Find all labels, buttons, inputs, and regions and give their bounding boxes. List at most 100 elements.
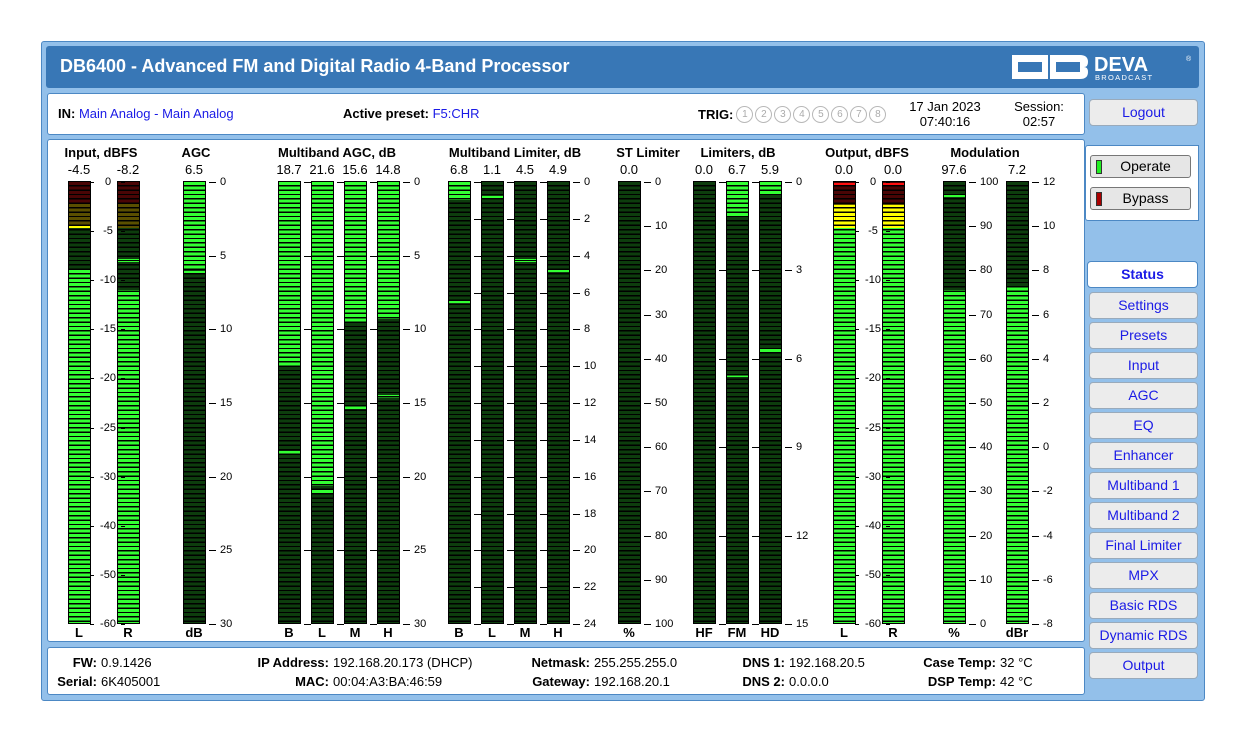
nav-presets[interactable]: Presets	[1089, 322, 1198, 349]
scale-label: 10	[655, 220, 668, 233]
scale-label: 40	[655, 352, 668, 365]
scale-tick	[719, 535, 726, 537]
scale-label: 70	[980, 308, 993, 321]
nav-output[interactable]: Output	[1089, 652, 1198, 679]
level-meter-output-l	[833, 181, 856, 624]
scale-tick	[121, 574, 125, 576]
scale-tick	[969, 314, 976, 316]
scale-label: 22	[584, 581, 597, 594]
meter-label: L	[840, 625, 848, 640]
scale-tick	[886, 182, 890, 183]
operate-button[interactable]: Operate	[1090, 155, 1191, 178]
nav-agc[interactable]: AGC	[1089, 382, 1198, 409]
meter-segments	[694, 182, 715, 623]
meter-label: R	[123, 625, 133, 640]
scale-tick	[644, 447, 651, 449]
scale-tick	[507, 403, 514, 404]
meter-label: H	[383, 625, 393, 640]
scale-tick	[573, 403, 580, 404]
scale-tick	[209, 476, 216, 478]
meter-label: M	[349, 625, 361, 640]
scale-label: 20	[584, 544, 597, 557]
meter-segments	[883, 182, 904, 623]
ip-label: IP Address:	[257, 655, 329, 670]
preset-value[interactable]: F5:CHR	[432, 106, 480, 121]
scale-tick	[855, 624, 859, 625]
level-meter-multiband-limiter-m	[514, 181, 537, 624]
nav-input[interactable]: Input	[1089, 352, 1198, 379]
scale-tick	[573, 476, 580, 478]
preset-label: Active preset:	[343, 106, 429, 121]
in-value[interactable]: Main Analog - Main Analog	[78, 106, 234, 121]
logout-button[interactable]: Logout	[1089, 99, 1198, 126]
scale-tick	[785, 447, 792, 449]
scale-label: 30	[980, 485, 993, 498]
nav-enhancer[interactable]: Enhancer	[1089, 442, 1198, 469]
trig-8-indicator: 8	[869, 106, 887, 123]
case-label: Case Temp:	[923, 655, 996, 670]
bypass-button[interactable]: Bypass	[1090, 187, 1191, 210]
nav-multiband-2[interactable]: Multiband 2	[1089, 502, 1198, 529]
scale-tick	[855, 329, 859, 331]
tab-status[interactable]: Status	[1087, 261, 1198, 288]
scale-tick	[337, 329, 344, 331]
nav-dynamic-rds[interactable]: Dynamic RDS	[1089, 622, 1198, 649]
scale-tick	[644, 403, 651, 404]
nav-final-limiter[interactable]: Final Limiter	[1089, 532, 1198, 559]
scale-tick	[121, 427, 125, 429]
scale-label: 6	[584, 286, 591, 299]
scale-tick	[507, 329, 514, 331]
scale-label: 0	[414, 176, 421, 188]
scale-tick	[121, 182, 125, 183]
dsp-value: 42 °C	[1000, 674, 1033, 689]
scale-label: 0	[1043, 441, 1050, 454]
meter-value: 5.9	[760, 162, 780, 177]
scale-tick	[474, 292, 481, 294]
scale-label: 16	[584, 470, 597, 483]
scale-label: -40	[100, 519, 116, 532]
scale-tick	[752, 447, 759, 449]
svg-text:BROADCAST: BROADCAST	[1095, 73, 1153, 82]
meter-group-title: Input, dBFS	[64, 145, 138, 160]
scale-tick	[644, 314, 651, 316]
nav-basic-rds[interactable]: Basic RDS	[1089, 592, 1198, 619]
trig-2-indicator: 2	[755, 106, 773, 123]
scale-tick	[370, 182, 377, 183]
scale-label: 10	[414, 323, 427, 336]
scale-tick	[644, 182, 651, 183]
scale-tick	[1032, 358, 1039, 360]
scale-tick	[573, 292, 580, 294]
scale-tick	[969, 579, 976, 581]
trig-1-indicator: 1	[736, 106, 754, 123]
scale-tick	[886, 525, 890, 527]
scale-tick	[474, 439, 481, 441]
scale-label: 50	[655, 397, 668, 409]
meter-segments	[69, 182, 90, 623]
dns1-label: DNS 1:	[742, 655, 785, 670]
scale-tick	[304, 476, 311, 478]
dns2-value: 0.0.0.0	[789, 674, 829, 689]
scale-tick	[90, 476, 94, 478]
scale-tick	[752, 535, 759, 537]
nav-mpx[interactable]: MPX	[1089, 562, 1198, 589]
scale-label: 12	[796, 529, 809, 542]
meter-segments	[449, 182, 470, 623]
scale-label: 2	[584, 212, 591, 225]
scale-label: 9	[796, 441, 803, 454]
scale-label: 24	[584, 618, 597, 630]
scale-label: 30	[655, 308, 668, 321]
scale-tick	[1032, 270, 1039, 272]
scale-tick	[209, 550, 216, 552]
scale-tick	[337, 403, 344, 404]
nav-eq[interactable]: EQ	[1089, 412, 1198, 439]
nav-settings[interactable]: Settings	[1089, 292, 1198, 319]
scale-tick	[644, 624, 651, 625]
scale-tick	[370, 329, 377, 331]
session-label: Session:	[1014, 99, 1064, 114]
meter-label: %	[948, 625, 960, 640]
meter-group-title: Limiters, dB	[700, 145, 776, 160]
scale-label: -2	[1043, 485, 1053, 498]
nav-multiband-1[interactable]: Multiband 1	[1089, 472, 1198, 499]
dsp-label: DSP Temp:	[927, 674, 996, 689]
session: Session: 02:57	[1004, 99, 1074, 129]
